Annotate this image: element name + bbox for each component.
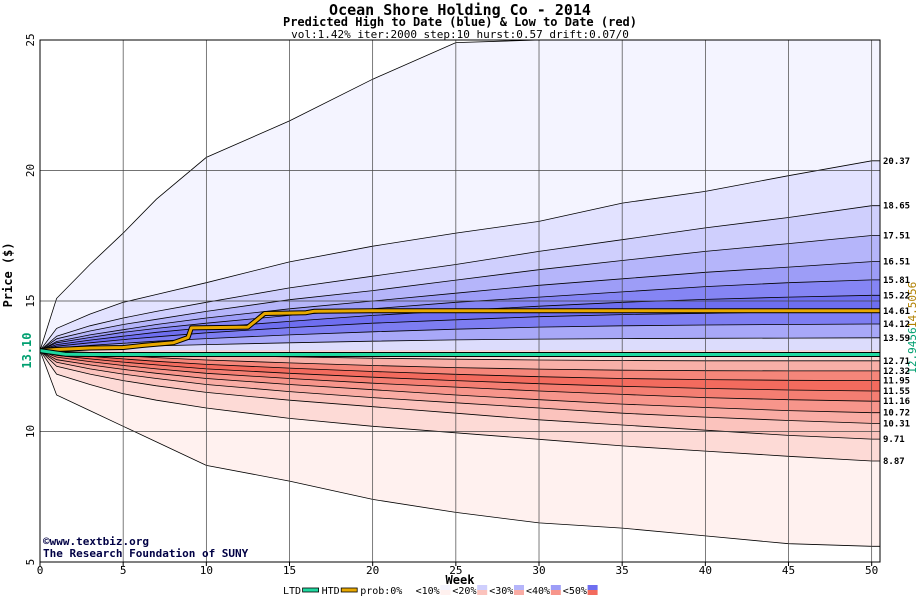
- x-tick-label: 15: [283, 564, 296, 577]
- end-label: 20.37: [883, 157, 910, 167]
- legend-prob-label: prob:0%: [360, 586, 402, 597]
- series-line-ltd: [40, 349, 880, 356]
- end-label: 18.65: [883, 202, 910, 212]
- end-label: 13.59: [883, 334, 910, 344]
- end-label: 17.51: [883, 231, 910, 241]
- x-tick-label: 20: [366, 564, 379, 577]
- end-label: 9.71: [883, 435, 905, 445]
- end-label: 11.95: [883, 377, 910, 387]
- x-tick-label: 25: [449, 564, 462, 577]
- end-label: 16.51: [883, 258, 910, 268]
- legend-prob-label: <50%: [563, 586, 587, 597]
- x-tick-label: 30: [532, 564, 545, 577]
- end-label: 10.72: [883, 409, 910, 419]
- x-tick-label: 45: [782, 564, 795, 577]
- x-tick-label: 5: [120, 564, 127, 577]
- end-label: 12.71: [883, 357, 910, 367]
- end-label: 15.81: [883, 276, 910, 286]
- chart-title: Ocean Shore Holding Co - 2014: [329, 1, 591, 19]
- band-layer: [40, 40, 880, 547]
- end-label: 8.87: [883, 457, 905, 467]
- legend-swatch-high: [440, 585, 451, 590]
- legend-swatch-low: [477, 590, 488, 595]
- end-label: 14.61: [883, 307, 910, 317]
- credit-line-2: The Research Foundation of SUNY: [43, 547, 249, 560]
- legend-line-htd: [340, 587, 358, 593]
- legend-line-ltd: [302, 587, 320, 593]
- start-price-label: 13.10: [20, 333, 34, 369]
- x-axis-title: Week: [446, 573, 476, 587]
- legend-swatch-low: [587, 590, 598, 595]
- end-label: 15.22: [883, 291, 910, 301]
- chart-params: vol:1.42% iter:2000 step:10 hurst:0.57 d…: [291, 28, 629, 41]
- y-tick-label: 10: [24, 425, 37, 438]
- legend-swatch-high: [403, 585, 414, 590]
- legend-swatch-low: [550, 590, 561, 595]
- legend-swatch-high: [514, 585, 524, 590]
- line-layer: [40, 308, 880, 357]
- end-label: 11.55: [883, 387, 910, 397]
- end-label: 11.16: [883, 397, 910, 407]
- y-tick-label: 25: [24, 33, 37, 46]
- htd-end-value-label: 14.5056: [906, 282, 919, 328]
- credit-line-1: ©www.textbiz.org: [43, 535, 149, 548]
- end-label: 12.32: [883, 367, 910, 377]
- end-label: 14.12: [883, 320, 910, 330]
- legend-label-htd: HTD: [322, 586, 340, 597]
- legend-prob-label: <20%: [452, 586, 476, 597]
- x-tick-label: 0: [37, 564, 44, 577]
- series-line-htd: [40, 309, 880, 353]
- x-tick-label: 50: [865, 564, 878, 577]
- legend-swatch-high: [477, 585, 488, 590]
- legend-swatch-low: [403, 590, 414, 595]
- legend-swatch-low: [440, 590, 451, 595]
- legend-prob-label: <30%: [489, 586, 513, 597]
- legend-swatch-high: [550, 585, 561, 590]
- y-tick-label: 15: [24, 294, 37, 307]
- legend-prob-label: <40%: [526, 586, 550, 597]
- y-axis-title: Price ($): [1, 242, 15, 307]
- end-label: 10.31: [883, 419, 910, 429]
- x-tick-label: 40: [699, 564, 712, 577]
- end-labels-layer: 20.37 18.65 17.51 16.51 15.81 15.22 14.61 14.12…: [883, 157, 910, 467]
- legend-prob-label: <10%: [416, 586, 440, 597]
- legend-label-ltd: LTD: [283, 586, 301, 597]
- ltd-end-value-label: 12.9456: [906, 327, 919, 373]
- legend: LTD HTD prob:0% <10% <20% <30% <40% <50%: [283, 585, 598, 597]
- x-tick-label: 35: [616, 564, 629, 577]
- legend-swatch-low: [514, 590, 524, 595]
- y-tick-label: 20: [24, 164, 37, 177]
- grid-layer: [40, 39, 880, 563]
- x-tick-label: 10: [200, 564, 213, 577]
- plot-frame: [39, 39, 881, 563]
- y-tick-label: 5: [24, 559, 37, 566]
- chart-subtitle: Predicted High to Date (blue) & Low to D…: [282, 15, 637, 29]
- high-band-9: [40, 337, 880, 351]
- legend-swatch-high: [587, 585, 598, 590]
